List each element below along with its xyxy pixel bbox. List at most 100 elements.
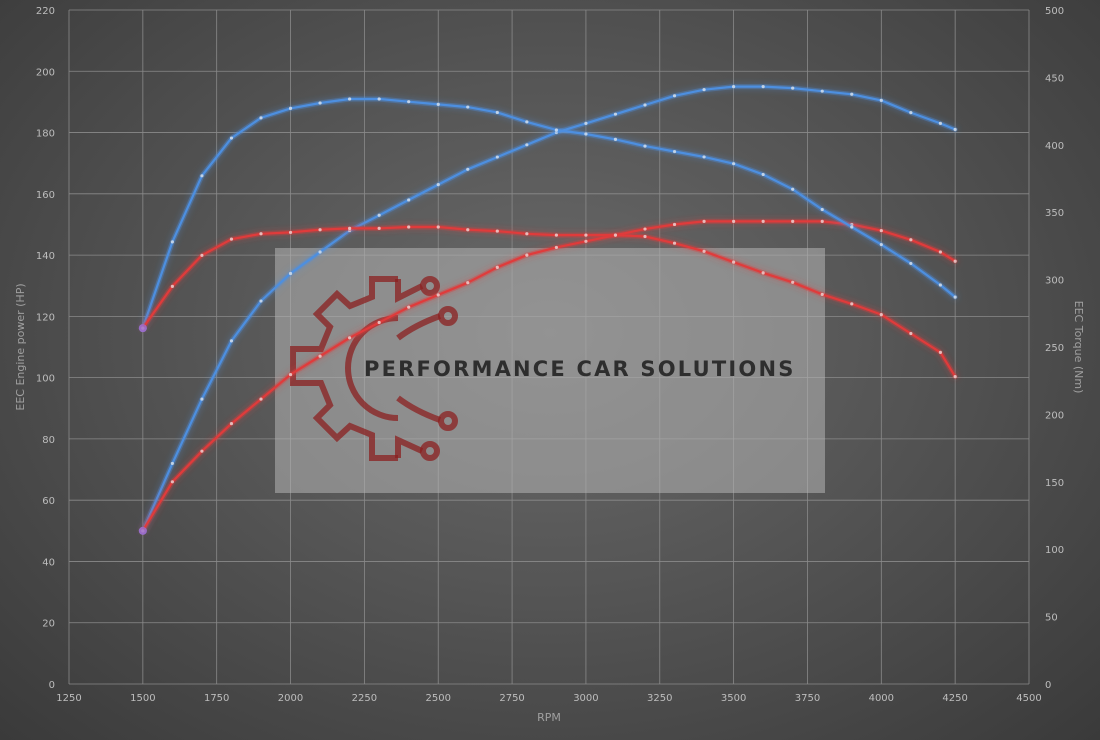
data-point [318,354,322,358]
data-point [643,227,647,231]
data-point [495,110,499,115]
x-tick-label: 1250 [56,693,81,704]
data-point [318,101,322,105]
data-point [170,461,174,466]
y2-tick-label: 150 [1045,478,1064,489]
data-point [850,302,854,306]
data-point [672,241,677,245]
y2-tick-label: 200 [1045,410,1064,421]
data-point [377,97,381,101]
data-point [909,238,913,242]
y2-tick-label: 0 [1045,680,1051,691]
data-point [318,228,322,232]
y-tick-label: 100 [36,374,55,385]
grid [68,9,1030,685]
x-tick-label: 2500 [426,693,451,704]
data-point [732,260,736,264]
data-point [288,230,293,235]
data-point [525,253,529,257]
y-tick-label: 80 [42,435,55,446]
data-point [259,397,263,401]
data-point [672,149,677,154]
series-start-marker [138,526,147,535]
data-point [495,229,499,233]
y-tick-label: 60 [42,496,55,507]
data-point [259,299,263,303]
x-tick-label: 3500 [721,693,746,704]
data-point [938,121,942,125]
data-point [879,228,883,233]
data-point [643,234,647,239]
data-point [850,92,854,96]
data-point [732,84,736,89]
series [138,84,958,535]
data-point [584,132,588,136]
data-point [702,219,706,223]
y-axis-title: EEC Engine power (HP) [14,283,27,410]
data-point [288,106,293,111]
data-point [200,397,204,401]
data-point [761,271,765,275]
data-point [229,339,234,343]
y2-tick-label: 250 [1045,343,1064,354]
data-point [170,480,174,484]
data-point [200,174,204,178]
data-point [229,237,234,241]
x-tick-label: 1750 [204,693,229,704]
data-point [377,213,381,217]
tick-labels: 1250 1500 1750 2000 2250 2500 2750 3000 3250 3500… [36,6,1064,704]
data-point [318,250,322,254]
data-point [909,331,913,336]
data-point [643,144,647,148]
data-point [761,172,765,177]
y-tick-label: 200 [36,67,55,78]
data-point [348,226,352,230]
data-point [466,167,470,171]
y-tick-label: 220 [36,6,55,17]
data-point [229,136,234,140]
data-point [643,103,647,107]
x-tick-label: 4000 [869,693,894,704]
data-point [377,320,381,325]
x-tick-label: 2750 [499,693,524,704]
x-axis-title: RPM [537,711,561,724]
data-point [672,94,677,98]
data-point [732,162,736,166]
data-point [791,219,795,223]
data-point [554,245,558,250]
data-point [909,111,913,115]
data-point [761,219,765,223]
data-point [466,281,470,285]
y-tick-label: 180 [36,129,55,140]
data-point [495,155,499,159]
watermark: PERFORMANCE CAR SOLUTIONS [275,248,825,493]
y-tick-label: 40 [42,557,55,568]
data-point [436,293,440,297]
data-point [820,207,824,212]
y2-tick-label: 50 [1045,613,1058,624]
x-tick-label: 2000 [278,693,303,704]
data-point [377,226,381,230]
data-point [702,88,706,92]
data-point [820,219,824,223]
data-point [953,127,957,132]
data-point [702,155,706,159]
x-tick-label: 3250 [647,693,672,704]
data-point [229,421,234,426]
data-point [407,225,411,229]
x-tick-label: 3000 [573,693,598,704]
data-point [259,116,263,120]
y2-tick-label: 300 [1045,276,1064,287]
data-point [200,253,204,257]
y-tick-label: 20 [42,619,55,630]
series-1 [138,218,958,535]
y-tick-label: 140 [36,251,55,262]
watermark-text: PERFORMANCE CAR SOLUTIONS [364,357,796,381]
data-point [288,372,293,377]
y-tick-label: 160 [36,190,55,201]
data-point [953,295,957,299]
data-point [791,187,795,191]
y2-tick-label: 400 [1045,141,1064,152]
data-point [436,102,440,106]
